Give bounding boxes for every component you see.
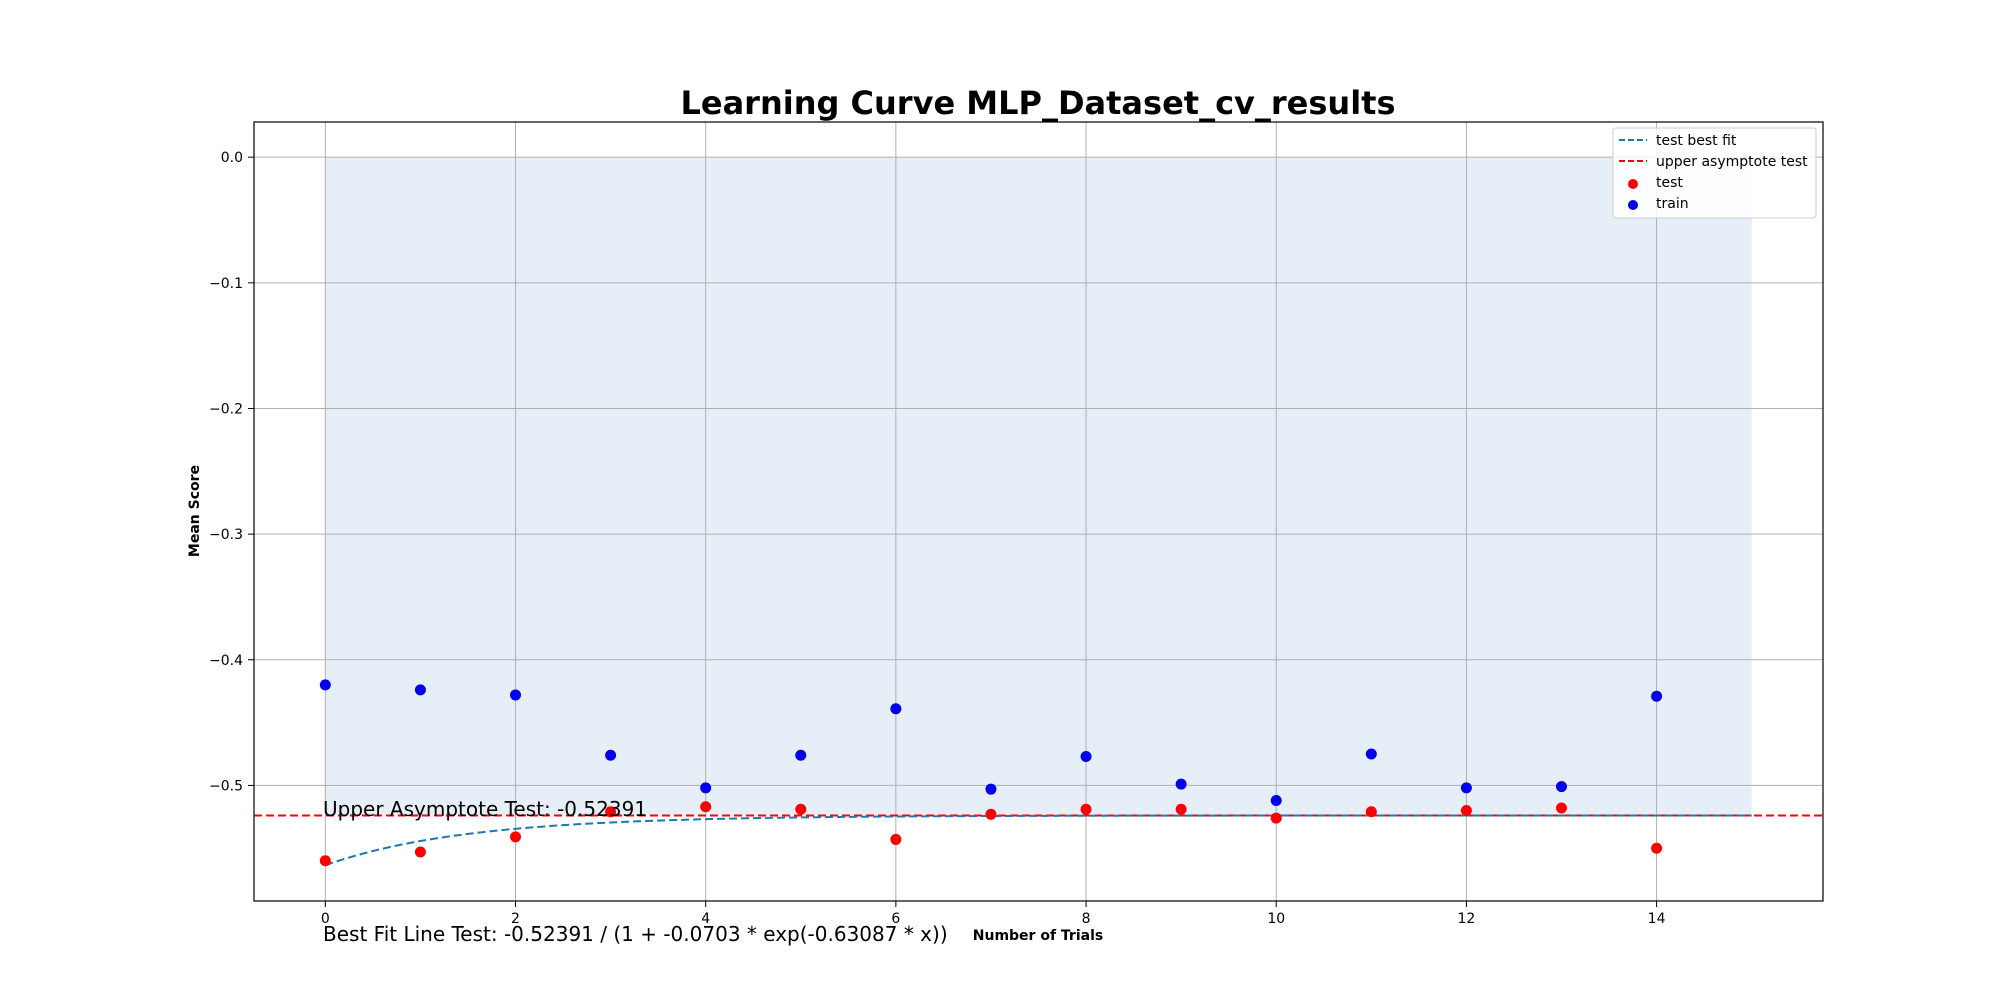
test-point [510, 831, 521, 843]
upper-asymptote-annotation: Upper Asymptote Test: -0.52391 [323, 797, 647, 821]
x-tick-label: 0 [321, 911, 330, 927]
train-point [890, 703, 902, 715]
train-point [414, 684, 426, 696]
train-point [1080, 751, 1092, 763]
train-point [1175, 778, 1187, 790]
legend-dot-marker [1628, 200, 1638, 210]
x-tick-label: 14 [1648, 911, 1666, 927]
x-tick-label: 10 [1267, 911, 1285, 927]
test-point [795, 803, 807, 815]
y-tick-label: −0.2 [209, 401, 243, 417]
y-tick-label: −0.4 [209, 653, 243, 669]
x-tick-label: 4 [701, 911, 710, 927]
plot-frame [253, 121, 1824, 902]
test-point [319, 855, 331, 867]
test-point [1080, 803, 1092, 815]
x-tick-label: 8 [1082, 911, 1091, 927]
x-tick-label: 6 [891, 911, 900, 927]
test-point [985, 808, 997, 820]
train-point [1556, 781, 1567, 793]
chart-title: Learning Curve MLP_Dataset_cv_results [680, 84, 1395, 122]
y-tick-label: −0.1 [209, 276, 243, 292]
best-fit-line [324, 814, 1752, 867]
test-point [414, 846, 426, 858]
legend-label: test [1656, 175, 1683, 191]
test-point [890, 833, 902, 845]
y-tick-label: 0.0 [221, 150, 243, 166]
train-point [605, 749, 617, 761]
x-tick-label: 2 [511, 911, 520, 927]
y-tick-label: −0.3 [209, 527, 243, 543]
test-point [700, 801, 712, 813]
train-point [985, 783, 997, 795]
legend-label: test best fit [1656, 133, 1737, 149]
x-tick-label: 12 [1457, 911, 1475, 927]
train-point [1460, 782, 1472, 794]
legend-dot-marker [1628, 179, 1638, 189]
y-tick-label: −0.5 [209, 778, 243, 794]
test-point [1651, 842, 1663, 854]
best-fit-formula-annotation: Best Fit Line Test: -0.52391 / (1 + -0.0… [323, 922, 948, 946]
x-axis-label: Number of Trials [973, 928, 1103, 944]
legend-box [1612, 127, 1817, 219]
test-point [1460, 805, 1472, 817]
train-point [1651, 690, 1663, 702]
test-point [1365, 806, 1377, 818]
legend-label: train [1656, 196, 1689, 212]
legend: test best fit upper asymptote test test tra… [1612, 127, 1817, 219]
y-axis-label: Mean Score [187, 465, 203, 557]
test-point [1270, 812, 1282, 824]
train-point [319, 679, 331, 691]
train-point [510, 689, 521, 701]
train-point [1270, 794, 1282, 806]
train-point [1365, 748, 1377, 760]
test-point [1175, 803, 1187, 815]
test-point [1556, 802, 1567, 814]
plot-area: 0 2 4 6 8 10 12 14 0.0 −0.1 −0.2 −0.3 −0.4 −0.5 [209, 121, 1824, 927]
train-point [700, 782, 712, 794]
train-point [795, 749, 807, 761]
shaded-region [325, 157, 1752, 816]
legend-label: upper asymptote test [1656, 154, 1808, 170]
test-point [605, 806, 617, 818]
